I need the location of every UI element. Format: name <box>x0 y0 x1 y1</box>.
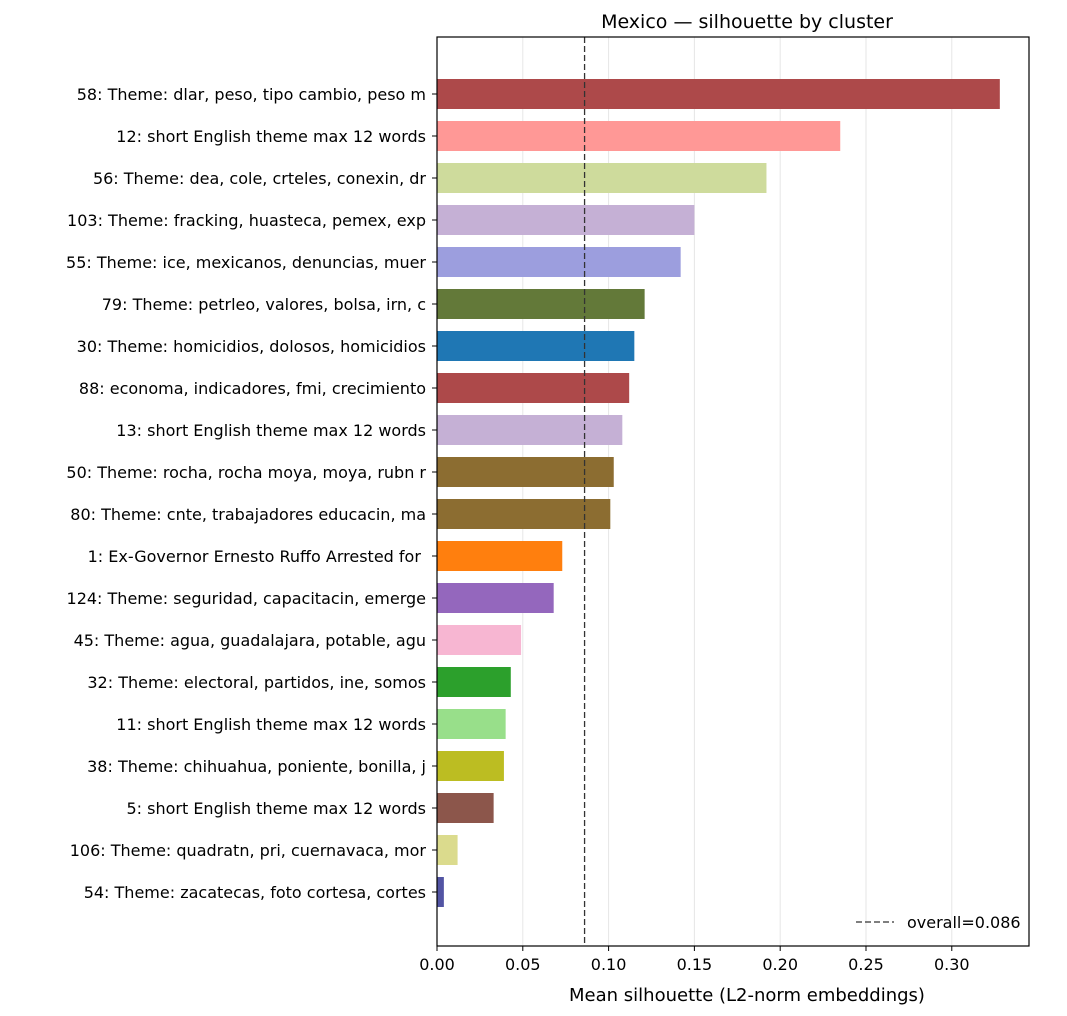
category-label: 124: Theme: seguridad, capacitacin, emer… <box>67 589 426 608</box>
bar <box>437 583 554 613</box>
category-label: 12: short English theme max 12 words <box>116 127 426 146</box>
x-tick-label: 0.05 <box>505 955 541 974</box>
bar <box>437 625 522 655</box>
bar <box>437 79 1000 109</box>
category-label: 79: Theme: petrleo, valores, bolsa, irn,… <box>102 295 426 314</box>
category-label: 30: Theme: homicidios, dolosos, homicidi… <box>77 337 426 356</box>
bar <box>437 541 563 571</box>
category-label: 80: Theme: cnte, trabajadores educacin, … <box>70 505 426 524</box>
category-label: 50: Theme: rocha, rocha moya, moya, rubn… <box>66 463 426 482</box>
x-tick-label: 0.20 <box>762 955 798 974</box>
bar <box>437 289 645 319</box>
bar <box>437 751 504 781</box>
bar <box>437 163 767 193</box>
x-tick-label: 0.30 <box>934 955 970 974</box>
category-label: 11: short English theme max 12 words <box>116 715 426 734</box>
bar <box>437 457 614 487</box>
x-axis-ticks: 0.00 0.05 0.10 0.15 0.20 0.25 0.30 <box>419 946 970 974</box>
category-label: 106: Theme: quadratn, pri, cuernavaca, m… <box>70 841 427 860</box>
x-tick-label: 0.00 <box>419 955 455 974</box>
category-label: 5: short English theme max 12 words <box>126 799 426 818</box>
legend-label: overall=0.086 <box>907 913 1021 932</box>
bar <box>437 373 630 403</box>
category-label: 32: Theme: electoral, partidos, ine, som… <box>87 673 426 692</box>
bar <box>437 415 623 445</box>
category-labels: 58: Theme: dlar, peso, tipo cambio, peso… <box>66 85 437 902</box>
category-label: 58: Theme: dlar, peso, tipo cambio, peso… <box>77 85 426 104</box>
plot-frame <box>436 36 1030 947</box>
bar <box>437 835 458 865</box>
category-label: 1: Ex-Governor Ernesto Ruffo Arrested fo… <box>88 547 426 566</box>
category-label: 54: Theme: zacatecas, foto cortesa, cort… <box>84 883 426 902</box>
x-tick-label: 0.10 <box>591 955 627 974</box>
bar <box>437 331 635 361</box>
x-axis-label: Mean silhouette (L2-norm embeddings) <box>569 985 925 1006</box>
category-label: 45: Theme: agua, guadalajara, potable, a… <box>74 631 426 650</box>
bar <box>437 247 681 277</box>
category-label: 38: Theme: chihuahua, poniente, bonilla,… <box>87 757 426 776</box>
category-label: 88: economa, indicadores, fmi, crecimien… <box>79 379 426 398</box>
bars-group <box>437 79 1000 907</box>
bar <box>437 877 444 907</box>
category-label: 55: Theme: ice, mexicanos, denuncias, mu… <box>66 253 426 272</box>
bar <box>437 709 506 739</box>
bar <box>437 121 841 151</box>
bar <box>437 667 511 697</box>
bar <box>437 793 494 823</box>
chart-title: Mexico — silhouette by cluster <box>601 11 893 33</box>
category-label: 13: short English theme max 12 words <box>116 421 426 440</box>
bar <box>437 499 611 529</box>
legend: overall=0.086 <box>856 913 1021 932</box>
category-label: 56: Theme: dea, cole, crteles, conexin, … <box>93 169 426 188</box>
category-label: 103: Theme: fracking, huasteca, pemex, e… <box>67 211 426 230</box>
bar <box>437 205 695 235</box>
x-tick-label: 0.15 <box>677 955 713 974</box>
x-tick-label: 0.25 <box>848 955 884 974</box>
